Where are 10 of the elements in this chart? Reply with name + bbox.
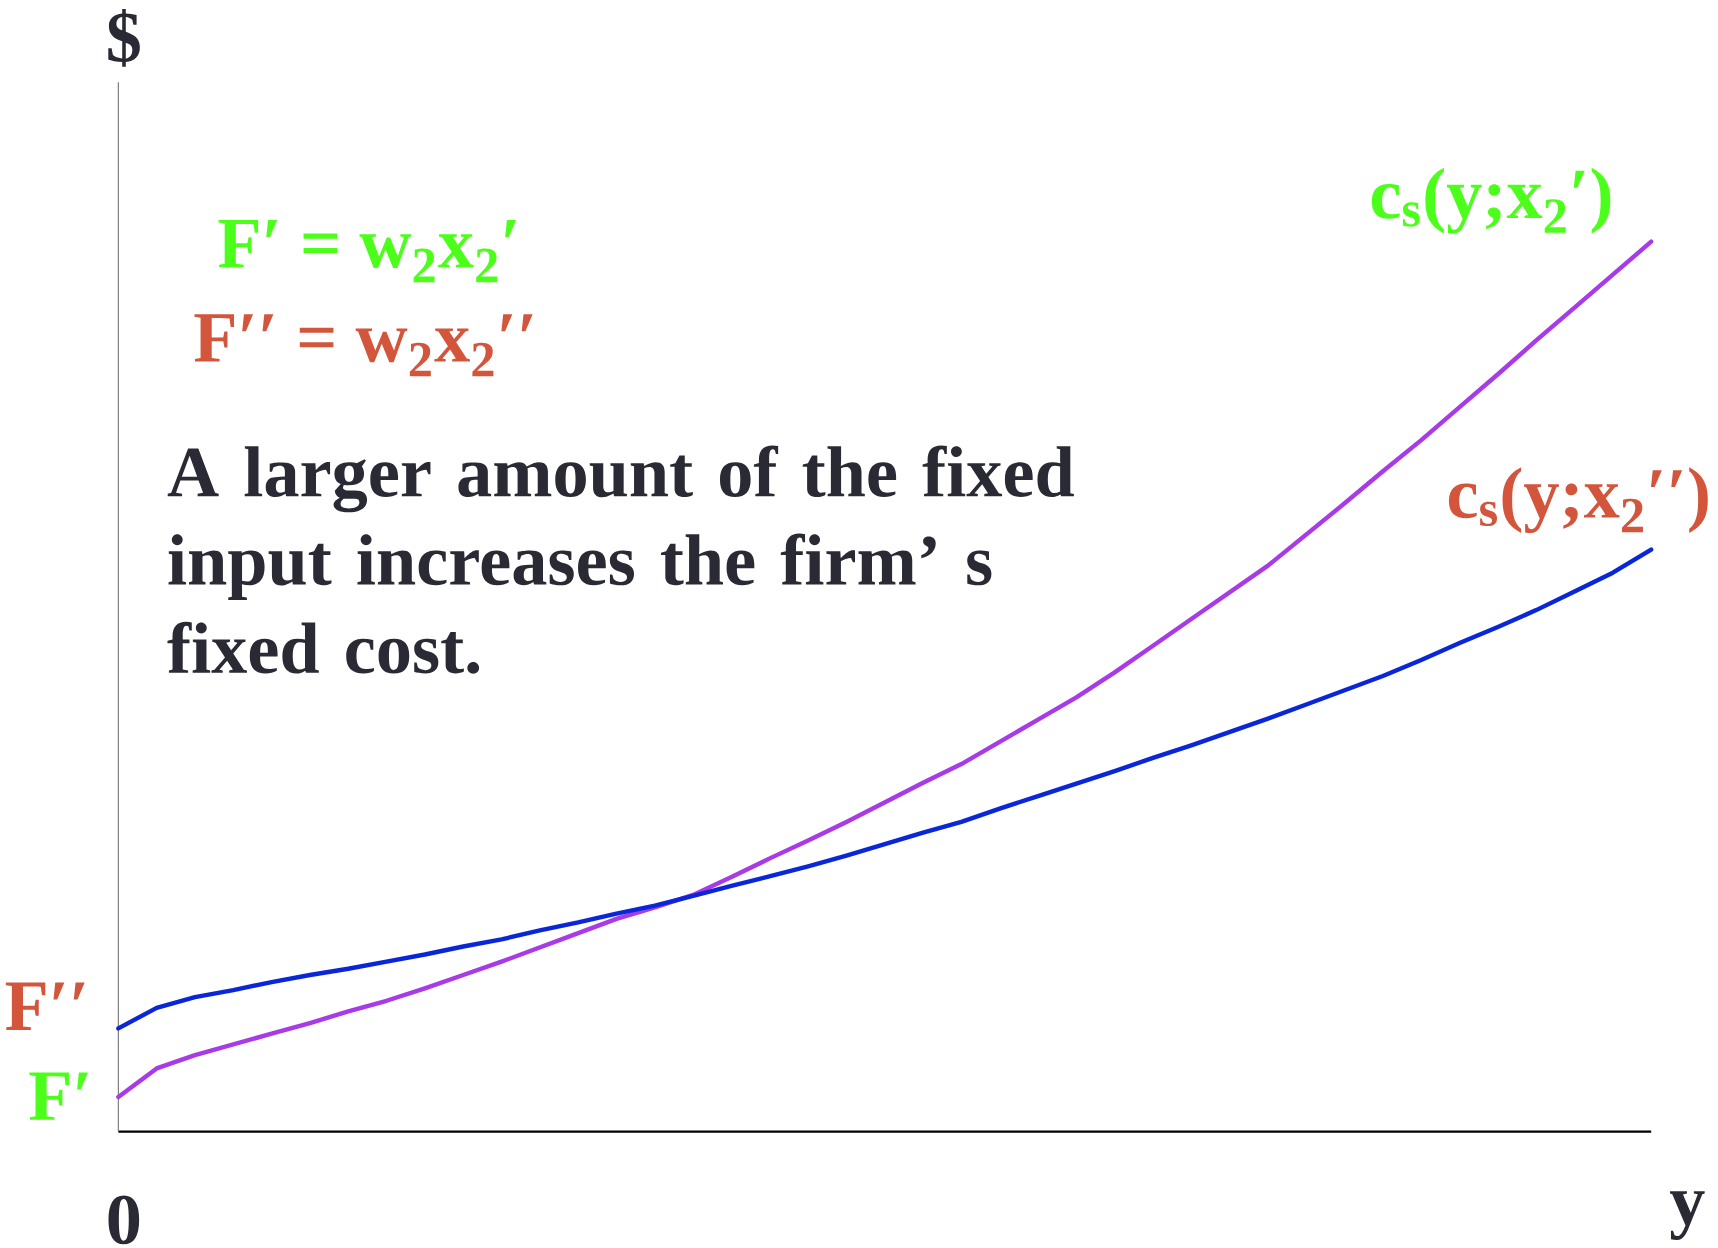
annotation: A larger amount of the fixed input increases the firm’ s fixed cost. (167, 445, 1074, 674)
annotation: F′ = w$_{2}$x$_{2}$′ (218, 219, 517, 283)
text: F′ (29, 1072, 88, 1120)
y-axis-title: $ (108, 9, 140, 67)
text: 0 (108, 1195, 140, 1245)
annotation: F′′ = w$_{2}$x$_{2}$′′ (194, 314, 533, 377)
series-label: c$_{s}$(y;x$_{2}$′′) (1448, 467, 1708, 534)
text: F′′ (5, 982, 85, 1030)
x-axis-title: y (1669, 1191, 1705, 1241)
series-label: c$_{s}$(y;x$_{2}$′) (1371, 167, 1611, 234)
